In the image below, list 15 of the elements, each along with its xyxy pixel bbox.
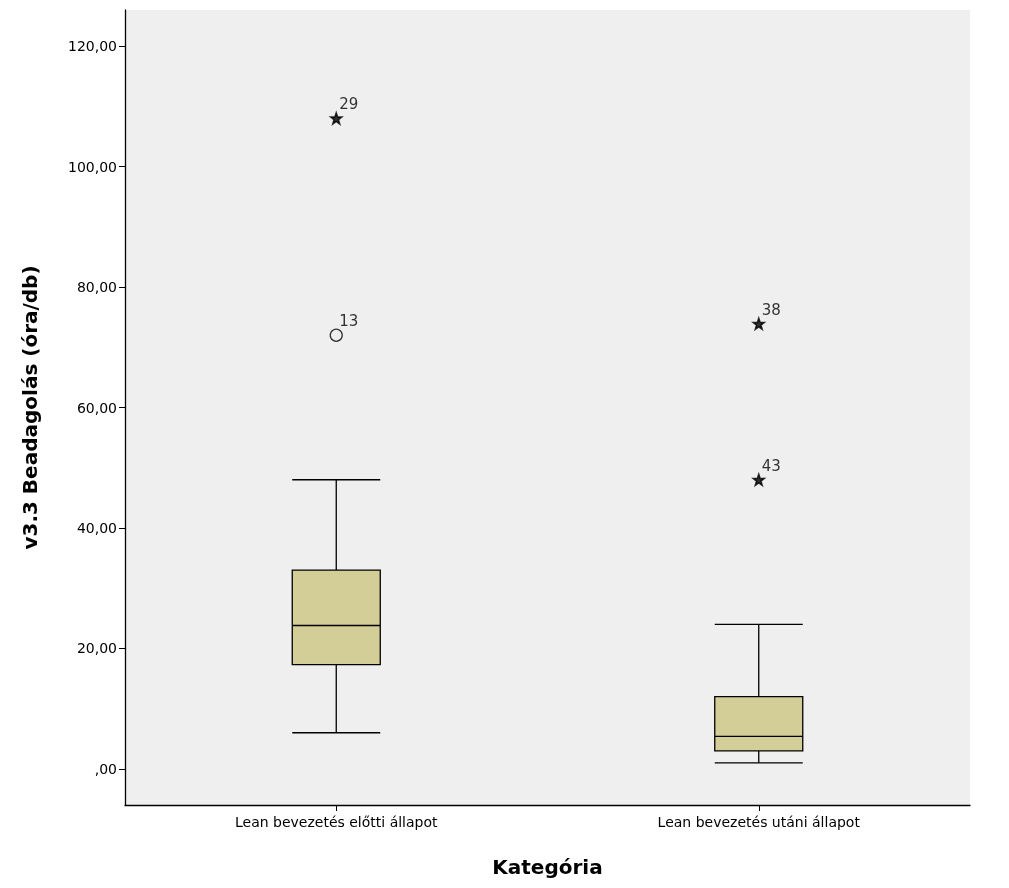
annotation: 29 bbox=[339, 95, 359, 114]
x-tick-label: Lean bevezetés utáni állapot bbox=[657, 814, 861, 830]
y-tick-label: 60,00 bbox=[76, 399, 117, 416]
y-tick-label: 80,00 bbox=[76, 279, 117, 296]
annotation: 38 bbox=[761, 300, 781, 319]
x-axis-title: Kategória bbox=[492, 855, 603, 879]
x-tick-label: Lean bevezetés előtti állapot bbox=[234, 814, 439, 830]
y-tick-label: 20,00 bbox=[76, 640, 117, 657]
y-axis-title: v3.3 Beadagolás (óra/db) bbox=[18, 265, 42, 550]
y-tick-label: ,00 bbox=[94, 760, 117, 777]
y-tick-label: 120,00 bbox=[68, 38, 117, 55]
annotation: 43 bbox=[761, 456, 781, 475]
annotation: 13 bbox=[339, 312, 359, 331]
y-tick-label: 100,00 bbox=[68, 158, 117, 175]
y-tick-label: 40,00 bbox=[76, 519, 117, 536]
